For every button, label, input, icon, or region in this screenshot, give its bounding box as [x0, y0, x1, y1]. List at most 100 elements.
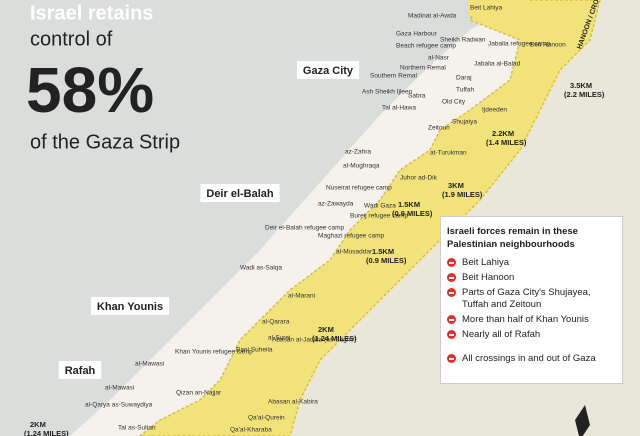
distance-km: 3KM [448, 181, 464, 190]
distance-miles: (1.4 MILES) [486, 138, 527, 147]
city-label: Gaza City [303, 65, 354, 77]
legend-icon [447, 288, 456, 297]
icon-bar [449, 319, 454, 321]
place-label: al-Marani [288, 293, 315, 300]
icon-bar [449, 292, 454, 294]
place-label: al-Mawasi [135, 361, 164, 368]
place-label: Zeitoun [428, 125, 450, 132]
city-label: Deir el-Balah [206, 188, 274, 200]
distance-km: 1.5KM [372, 247, 394, 256]
distance-km: 3.5KM [570, 81, 592, 90]
icon-bar [449, 277, 454, 279]
northern-zone [468, 0, 528, 16]
place-label: al-Nasr [428, 55, 450, 62]
place-label: Bureij refugee camp [350, 213, 409, 220]
legend-item: Parts of Gaza City's Shujayea, Tuffah an… [447, 287, 616, 311]
title-line: of the Gaza Strip [30, 131, 180, 153]
place-label: Ijdeeden [482, 107, 507, 114]
legend-icon [447, 315, 456, 324]
place-label: al-Mughraqa [343, 163, 380, 170]
place-label: Ash Sheikh Ijleen [362, 89, 413, 96]
place-label: Maghazi refugee camp [318, 233, 385, 240]
place-label: Nuseirat refugee camp [326, 185, 392, 192]
place-label: Jabalia refugee camp [488, 41, 551, 48]
place-label: Beach refugee camp [396, 43, 456, 50]
control-zone [138, 0, 601, 436]
distance-km: 1.5KM [398, 200, 420, 209]
city-label: Rafah [65, 365, 96, 377]
place-label: Wadi Gaza [364, 203, 396, 210]
place-label: Abasan al-Kabira [268, 399, 318, 406]
icon-bar [449, 334, 454, 336]
place-label: Qizan an-Najjar [176, 390, 222, 397]
place-label: Southern Remal [370, 73, 418, 80]
legend-text: Beit Lahiya [462, 257, 510, 268]
place-label: Qa'al-Kharaba [230, 427, 272, 434]
city-box [296, 61, 360, 79]
place-label: Gaza Harbour [396, 31, 438, 38]
place-label: Daraj [456, 75, 472, 82]
legend-icon [447, 330, 456, 339]
place-label: al-Mawasi [105, 385, 134, 392]
place-label: Qa'al-Qurein [248, 415, 285, 422]
place-label: Bani Suheila [236, 347, 273, 354]
title-line: Israel retains [30, 2, 153, 24]
place-label: Abasan al-Jadida (as-Saghir) [272, 337, 356, 344]
place-label: Khan Younis refugee camp [175, 349, 253, 356]
place-label: al-Qarara [262, 319, 290, 326]
place-label: al-Surej [268, 335, 290, 342]
title-figure: 58% [26, 54, 154, 126]
place-label: az-Zawayda [318, 201, 354, 208]
city-box [58, 361, 102, 379]
legend-title: Israeli forces remain in these Palestini… [447, 226, 578, 250]
legend-icon [447, 354, 456, 363]
place-label: Tal as-Sultan [118, 425, 156, 432]
inset-map [575, 405, 590, 436]
place-label: Deir el-Balah refugee camp [265, 225, 345, 232]
place-label: Old City [442, 99, 466, 106]
legend-icon [447, 273, 456, 282]
legend-text: Nearly all of Rafah [462, 329, 541, 340]
place-label: Tuffah [456, 87, 474, 94]
place-label: Beit Hanoon [530, 42, 566, 49]
title-line: control of [30, 28, 113, 50]
city-box [90, 297, 170, 315]
legend-text: All crossings in and out of Gaza [462, 353, 596, 364]
distance-miles: (1.24 MILES) [312, 334, 357, 343]
legend-items: Beit Lahiya Beit Hanoon Parts of Gaza City… [447, 257, 616, 365]
legend-text: Beit Hanoon [462, 272, 515, 283]
legend-item: All crossings in and out of Gaza [447, 353, 616, 365]
place-label: Sabra [408, 93, 426, 100]
place-label: Sheikh Radwan [440, 37, 486, 44]
distance-km: 2KM [30, 420, 46, 429]
place-label: Juhor ad-Dik [400, 175, 438, 182]
place-label: Wadi as-Salqa [240, 265, 282, 272]
legend-text: More than half of Khan Younis [462, 314, 589, 325]
place-label: al-Musaddar [336, 249, 373, 256]
distance-km: 2KM [318, 325, 334, 334]
legend-icon [447, 258, 456, 267]
place-label: Tal al-Hawa [382, 105, 416, 112]
distance-miles: (1.9 MILES) [442, 190, 483, 199]
place-label: az-Zahra [345, 149, 371, 156]
distance-miles: (0.9 MILES) [366, 256, 407, 265]
place-label: Jabalia al-Balad [474, 61, 521, 68]
distance-miles: (2.2 MILES) [564, 90, 605, 99]
city-box [200, 184, 280, 202]
icon-bar [449, 262, 454, 264]
city-label: Khan Younis [97, 301, 163, 313]
place-label: Northern Remal [400, 65, 446, 72]
legend-text: Parts of Gaza City's Shujayea, Tuffah an… [462, 287, 591, 310]
distance-miles: (1.24 MILES) [24, 429, 69, 436]
legend-item: Beit Hanoon [447, 272, 616, 284]
legend: Israeli forces remain in these Palestini… [440, 216, 623, 384]
place-label: Madinat al-Awda [408, 13, 457, 20]
place-label: Shujaiya [452, 119, 477, 126]
distance-miles: (0.9 MILES) [392, 209, 433, 218]
distance-km: 2.2KM [492, 129, 514, 138]
place-label: at-Turukman [430, 150, 467, 157]
legend-item: More than half of Khan Younis [447, 314, 616, 326]
icon-bar [449, 358, 454, 360]
